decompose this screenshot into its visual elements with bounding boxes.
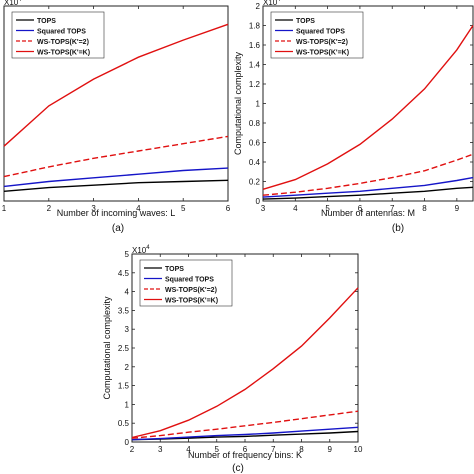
y-tick-label: 1.2 [249, 80, 261, 89]
y-tick-label: 4 [125, 288, 130, 297]
axis-exponent: X104 [4, 0, 22, 7]
legend-label: WS-TOPS(K'=K) [165, 298, 218, 305]
y-tick-label: 1.6 [249, 41, 261, 50]
legend-label: Squared TOPS [165, 277, 214, 284]
y-tick-label: 0 [256, 197, 261, 206]
y-tick-label: 2 [256, 2, 261, 11]
chart-panel-2: 0 0.5 1 1.5 2 2.5 3 3.5 4 4.5 5 2 3 4 5 6 7 8 9 10 X104 TOPS S… [102, 245, 363, 474]
x-tick-label: 5 [215, 445, 220, 454]
y-tick-label: 0.4 [249, 158, 261, 167]
y-tick-label: 2 [125, 363, 130, 372]
legend-label: WS-TOPS(K'=2) [37, 39, 89, 46]
y-tick-label: 3 [125, 325, 130, 334]
y-tick-label: 0.8 [249, 119, 261, 128]
y-tick-label: 0 [125, 438, 130, 447]
y-tick-label: 0.2 [249, 178, 261, 187]
panel-caption: (b) [392, 223, 404, 234]
axis-exponent: X104 [263, 0, 281, 7]
series-line-ws-tops-kk [262, 25, 474, 190]
x-tick-label: 2 [130, 445, 135, 454]
y-tick-label: 1 [256, 100, 261, 109]
legend: TOPS Squared TOPS WS-TOPS(K'=2) WS-TOPS(K'=… [11, 11, 105, 59]
x-tick-label: 9 [328, 445, 333, 454]
x-tick-label: 1 [2, 204, 7, 213]
legend-label: WS-TOPS(K'=K) [37, 50, 90, 57]
x-axis-label: Number of frequency bins: K [188, 450, 302, 460]
y-tick-label: 1 [125, 400, 130, 409]
series-line-squared-tops [131, 426, 359, 441]
x-axis-label: Number of antennas: M [321, 208, 415, 218]
legend-label: WS-TOPS(K'=2) [296, 39, 348, 46]
legend-label: Squared TOPS [296, 29, 345, 36]
legend-label: Squared TOPS [37, 29, 86, 36]
y-tick-label: 3.5 [118, 306, 130, 315]
legend-label: WS-TOPS(K'=K) [296, 50, 349, 57]
chart-panel-0: 1 2 3 4 5 6 X104 TOPS Squared TOPS WS-TOPS(K'=2) W… [2, 0, 231, 234]
x-tick-label: 4 [186, 445, 191, 454]
y-axis-label: Computational complexity [102, 296, 112, 400]
x-tick-label: 7 [271, 445, 276, 454]
series-line-tops [262, 186, 474, 200]
panel-caption: (c) [232, 463, 244, 474]
y-axis-label: Computational complexity [233, 51, 243, 155]
x-tick-label: 5 [325, 204, 330, 213]
series-line-ws-tops-kk [131, 287, 359, 439]
legend-label: TOPS [165, 266, 184, 273]
legend-label: TOPS [296, 18, 315, 25]
x-tick-label: 4 [293, 204, 298, 213]
series-line-ws-tops-k2 [262, 153, 474, 196]
y-tick-label: 5 [125, 250, 130, 259]
y-tick-label: 1.5 [118, 382, 130, 391]
x-tick-label: 8 [299, 445, 304, 454]
legend-box [139, 259, 233, 307]
series-line-tops [3, 179, 229, 192]
y-tick-label: 1.4 [249, 61, 261, 70]
x-axis-label: Number of incoming waves: L [57, 208, 176, 218]
x-tick-label: 3 [91, 204, 96, 213]
x-tick-label: 8 [422, 204, 427, 213]
x-tick-label: 6 [358, 204, 363, 213]
x-tick-label: 2 [47, 204, 52, 213]
chart-panel-1: 0 0.2 0.4 0.6 0.8 1 1.2 1.4 1.6 1.8 2 3 4 5 6 7 8 9 X104 TO… [233, 0, 474, 234]
y-tick-label: 1.8 [249, 22, 261, 31]
legend: TOPS Squared TOPS WS-TOPS(K'=2) WS-TOPS(K'=… [139, 259, 233, 307]
y-tick-label: 4.5 [118, 269, 130, 278]
axis-exponent: X104 [132, 245, 150, 255]
legend-label: TOPS [37, 18, 56, 25]
series-line-squared-tops [3, 167, 229, 188]
series-line-ws-tops-k2 [3, 135, 229, 178]
x-tick-label: 4 [136, 204, 141, 213]
panel-caption: (a) [112, 223, 124, 234]
x-tick-label: 5 [181, 204, 186, 213]
legend: TOPS Squared TOPS WS-TOPS(K'=2) WS-TOPS(K'=… [270, 11, 364, 59]
y-tick-label: 0.5 [118, 419, 130, 428]
legend-label: WS-TOPS(K'=2) [165, 287, 217, 294]
x-tick-label: 6 [226, 204, 231, 213]
series-line-squared-tops [262, 176, 474, 198]
x-tick-label: 7 [390, 204, 395, 213]
x-tick-label: 3 [261, 204, 266, 213]
y-tick-label: 0.6 [249, 139, 261, 148]
series-line-ws-tops-k2 [131, 410, 359, 439]
x-tick-label: 10 [354, 445, 363, 454]
x-tick-label: 9 [455, 204, 460, 213]
y-tick-label: 2.5 [118, 344, 130, 353]
series-line-ws-tops-kk [3, 23, 229, 147]
x-tick-label: 3 [158, 445, 163, 454]
x-tick-label: 6 [243, 445, 248, 454]
